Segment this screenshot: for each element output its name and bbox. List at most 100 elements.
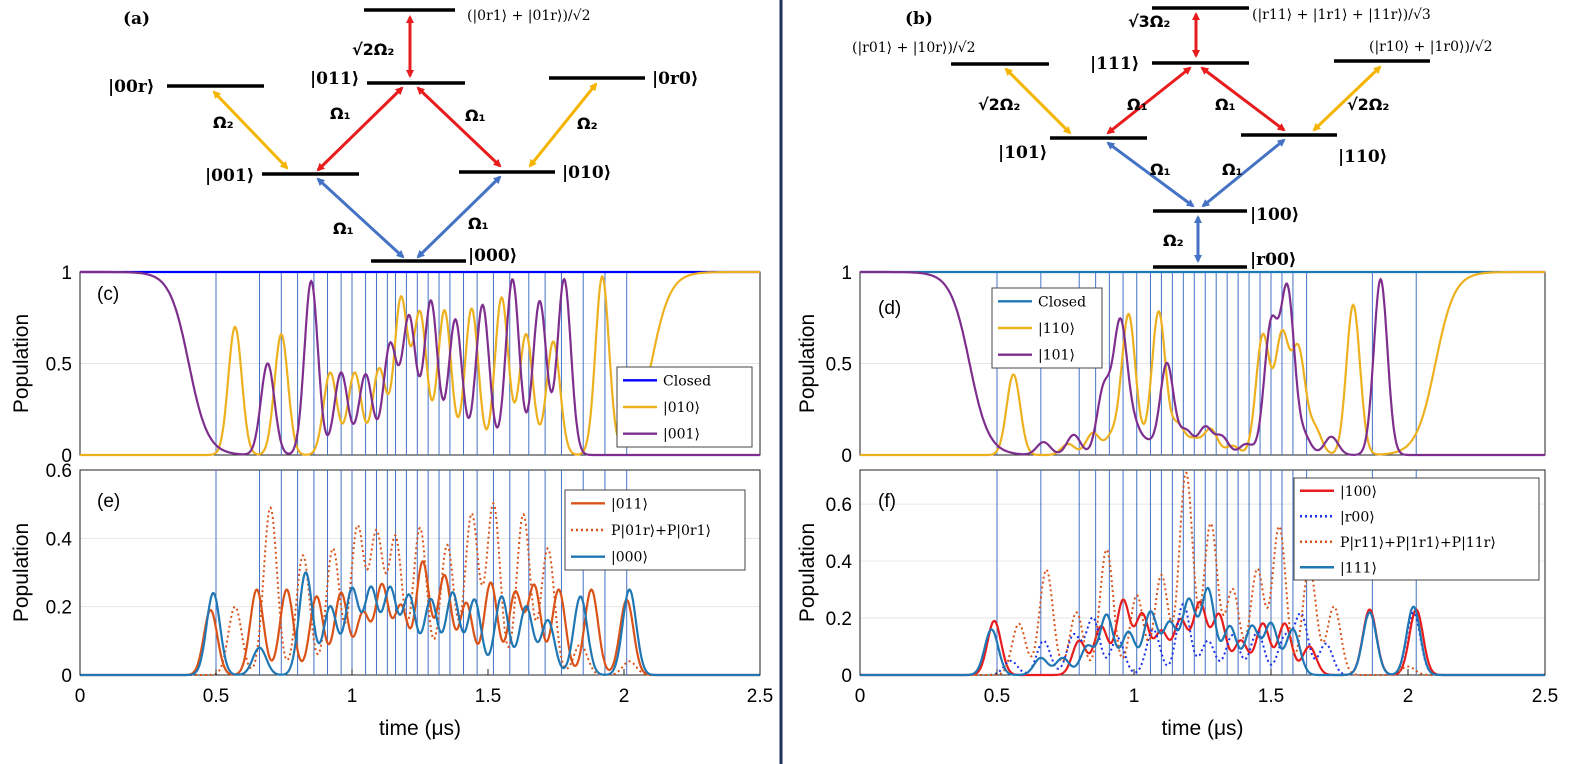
level-100: |100⟩ xyxy=(1250,205,1299,225)
y-tick-label: 0.6 xyxy=(46,461,72,482)
x-tick-label: 0.5 xyxy=(984,686,1010,707)
panel-label-a: (a) xyxy=(123,9,150,29)
x-tick-label: 0 xyxy=(855,686,866,707)
panel-label: (e) xyxy=(97,491,120,512)
legend-entry: P|01r⟩+P|0r1⟩ xyxy=(611,523,711,539)
y-tick-label: 0 xyxy=(61,666,72,687)
y-tick-label: 1 xyxy=(841,263,852,284)
legend-entry: |100⟩ xyxy=(1340,484,1377,500)
level-right-b: (|r10⟩ + |1r0⟩)/√2 xyxy=(1369,39,1492,55)
plot-frame xyxy=(79,469,761,676)
y-axis-label: Population xyxy=(796,523,819,622)
plot-f: 0 0.2 0.4 0.6 0 0.5 1 1.5 2 2.5 time (μs) Populatio… xyxy=(796,469,1558,740)
x-tick-label: 1 xyxy=(1129,686,1140,707)
x-tick-label: 0.5 xyxy=(203,686,229,707)
level-r00: |r00⟩ xyxy=(1250,250,1297,270)
plot-frame xyxy=(859,469,1546,676)
x-tick-label: 0 xyxy=(75,686,86,707)
coupling-a-w1: Ω₂ xyxy=(213,113,234,132)
coupling-b-top: √3Ω₂ xyxy=(1128,12,1170,31)
coupling-a-b2: Ω₁ xyxy=(468,214,489,233)
level-left-b: (|r01⟩ + |10r⟩)/√2 xyxy=(852,40,975,56)
legend-entry: |010⟩ xyxy=(663,400,700,416)
coupling-b-r2: Ω₁ xyxy=(1215,95,1236,114)
coupling-a-r1: Ω₁ xyxy=(330,104,351,123)
x-axis-label: time (μs) xyxy=(1161,717,1243,740)
legend-entry: Closed xyxy=(663,373,711,389)
level-111: |111⟩ xyxy=(1090,54,1139,74)
x-tick-label: 2 xyxy=(619,686,630,707)
coupling-b-w2: √2Ω₂ xyxy=(1347,95,1389,114)
x-tick-label: 2 xyxy=(1403,686,1414,707)
level-00r: |00r⟩ xyxy=(108,77,155,97)
series-line-0 xyxy=(860,598,1545,677)
legend-entry: |111⟩ xyxy=(1340,560,1377,576)
level-diagram-a: (a) (|0r1⟩ + |01r⟩)/√2 |011⟩ |00r⟩ |0r0⟩… xyxy=(108,8,699,266)
level-0r0: |0r0⟩ xyxy=(652,69,699,89)
legend-box xyxy=(1293,477,1540,581)
x-tick-label: 1 xyxy=(347,686,358,707)
panel-label-b: (b) xyxy=(905,9,933,29)
level-top-a: (|0r1⟩ + |01r⟩)/√2 xyxy=(467,8,590,24)
series-line-1 xyxy=(860,270,1545,457)
coupling-a-b1: Ω₁ xyxy=(333,219,354,238)
level-001: |001⟩ xyxy=(205,166,254,186)
coupling-a-top: √2Ω₂ xyxy=(352,40,394,59)
y-tick-label: 0 xyxy=(841,666,852,687)
level-000: |000⟩ xyxy=(468,246,517,266)
level-101: |101⟩ xyxy=(998,143,1047,163)
series-line-1 xyxy=(80,501,760,676)
level-diagram-b: (b) √3Ω₂ (|r11⟩ + |1r1⟩ + |11r⟩)/√3 |111… xyxy=(852,6,1492,270)
level-011: |011⟩ xyxy=(310,69,359,89)
plot-e: 0 0.2 0.4 0.6 0 0.5 1 1.5 2 2.5 time (μs) Populatio… xyxy=(10,461,773,740)
series-line-2 xyxy=(860,471,1545,676)
coupling-a-r2: Ω₁ xyxy=(465,106,486,125)
x-tick-label: 1.5 xyxy=(1258,686,1284,707)
coupling-b-w1: √2Ω₂ xyxy=(978,95,1020,114)
y-tick-label: 0.6 xyxy=(826,495,852,516)
y-tick-label: 0.5 xyxy=(826,355,852,376)
level-010: |010⟩ xyxy=(562,163,611,183)
panel-label: (d) xyxy=(878,298,901,319)
legend-entry: |011⟩ xyxy=(611,496,648,512)
legend-entry: |101⟩ xyxy=(1038,348,1075,364)
series-line-0 xyxy=(80,560,760,677)
y-tick-label: 0.5 xyxy=(46,355,72,376)
coupling-b-r1: Ω₁ xyxy=(1127,95,1148,114)
panel-label: (f) xyxy=(878,491,896,512)
legend-entry: |001⟩ xyxy=(663,427,700,443)
x-tick-label: 2.5 xyxy=(747,686,773,707)
coupling-b-bottom: Ω₂ xyxy=(1163,231,1184,250)
legend-entry: |r00⟩ xyxy=(1340,509,1375,525)
y-tick-label: 0.2 xyxy=(826,609,852,630)
plot-d: 0 0.5 1 Population (d) Closed |110⟩ |101⟩ xyxy=(796,263,1546,467)
plot-c: 0 0.5 1 Population (c) Closed |010⟩ |001⟩ xyxy=(10,263,761,467)
level-110: |110⟩ xyxy=(1338,147,1387,167)
y-tick-label: 1 xyxy=(61,263,72,284)
y-tick-label: 0 xyxy=(841,446,852,467)
series-line-2 xyxy=(80,270,760,457)
panel-label: (c) xyxy=(97,284,119,305)
y-axis-label: Population xyxy=(10,523,33,622)
coupling-a-w2: Ω₂ xyxy=(577,114,598,133)
level-top-b: (|r11⟩ + |1r1⟩ + |11r⟩)/√3 xyxy=(1252,7,1431,23)
y-axis-label: Population xyxy=(796,314,819,413)
y-axis-label: Population xyxy=(10,314,33,413)
series-line-2 xyxy=(80,571,760,677)
y-tick-label: 0.2 xyxy=(46,598,72,619)
y-tick-label: 0.4 xyxy=(46,529,73,550)
series-line-1 xyxy=(860,602,1545,676)
x-axis-label: time (μs) xyxy=(379,717,461,740)
series-line-2 xyxy=(860,270,1545,457)
legend-entry: Closed xyxy=(1038,294,1086,310)
x-tick-label: 1.5 xyxy=(475,686,501,707)
legend-entry: |110⟩ xyxy=(1038,321,1075,337)
coupling-b-b1: Ω₁ xyxy=(1150,160,1171,179)
y-tick-label: 0.4 xyxy=(826,552,853,573)
coupling-b-b2: Ω₁ xyxy=(1222,160,1243,179)
y-tick-label: 0 xyxy=(61,446,72,467)
legend-entry: P|r11⟩+P|1r1⟩+P|11r⟩ xyxy=(1340,535,1496,551)
series-line-3 xyxy=(860,586,1545,677)
x-tick-label: 2.5 xyxy=(1532,686,1558,707)
